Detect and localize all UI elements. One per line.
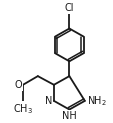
Text: O: O — [14, 80, 22, 90]
Text: NH: NH — [61, 111, 76, 121]
Text: CH$_3$: CH$_3$ — [13, 102, 33, 116]
Text: NH$_2$: NH$_2$ — [86, 94, 106, 108]
Text: Cl: Cl — [64, 3, 73, 13]
Text: N: N — [45, 96, 52, 106]
